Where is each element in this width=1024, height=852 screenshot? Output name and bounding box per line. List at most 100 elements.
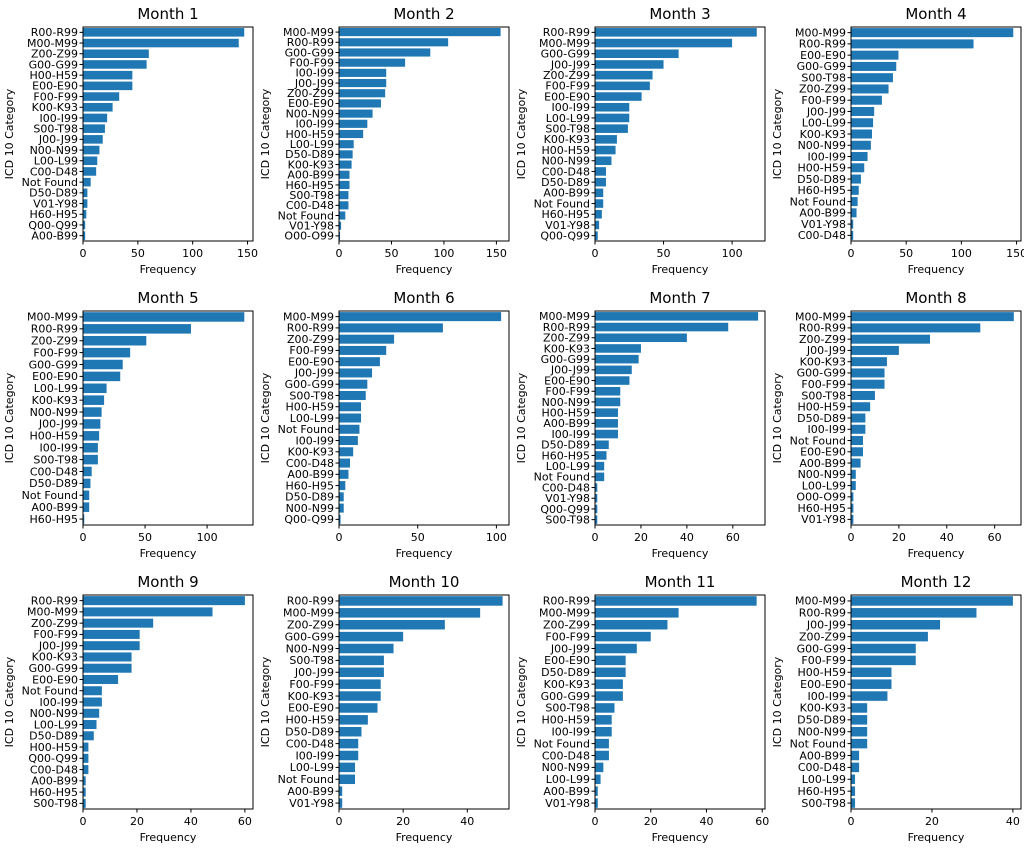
bar	[851, 50, 899, 60]
bar	[595, 726, 612, 737]
bar	[595, 608, 679, 618]
y-tick-label: Not Found	[534, 471, 590, 484]
plot-frame	[594, 310, 766, 526]
y-tick-label: G00-G99	[797, 367, 846, 380]
y-tick-label: R00-R99	[799, 607, 846, 620]
bar	[851, 424, 866, 434]
bar	[851, 230, 854, 240]
bar	[83, 188, 88, 198]
y-tick-label: F00-F99	[289, 678, 334, 691]
y-tick-label: D50-D89	[797, 173, 846, 186]
bar	[83, 466, 92, 477]
bar	[851, 492, 854, 502]
bar	[83, 431, 100, 441]
bar	[851, 95, 882, 105]
y-tick-label: A00-B99	[31, 501, 78, 514]
bar	[595, 691, 623, 701]
bar	[83, 199, 88, 208]
y-tick-label: N00-N99	[542, 396, 590, 409]
bar	[83, 618, 154, 628]
y-tick-label: A00-B99	[799, 457, 846, 470]
y-tick-label: D50-D89	[541, 666, 590, 679]
y-tick-label: G00-G99	[29, 662, 78, 675]
bar	[83, 177, 91, 187]
y-tick-label: F00-F99	[289, 56, 334, 69]
bar	[83, 81, 133, 91]
x-axis-label: Frequency	[652, 831, 709, 844]
bar	[83, 145, 100, 155]
bar	[339, 514, 341, 524]
y-tick-label: A00-B99	[543, 187, 590, 200]
y-tick-label: N00-N99	[30, 406, 78, 419]
bar	[339, 619, 445, 630]
bar	[83, 798, 86, 808]
y-tick-label: Not Found	[790, 737, 846, 750]
y-axis-label: ICD 10 Category	[515, 88, 528, 179]
bar	[339, 357, 380, 367]
y-tick-label: O00-O99	[796, 491, 846, 504]
y-tick-label: Z00-Z99	[287, 87, 334, 100]
y-tick-label: V01-Y98	[801, 218, 846, 231]
plot-frame	[850, 310, 1022, 526]
y-tick-label: Not Found	[22, 685, 78, 698]
y-tick-label: H60-H95	[29, 786, 78, 799]
bar	[339, 402, 362, 412]
bar	[339, 492, 344, 502]
bar	[339, 703, 378, 713]
y-axis-label: ICD 10 Category	[771, 88, 784, 179]
bar	[595, 408, 618, 417]
y-tick-label: E00-E90	[544, 654, 590, 667]
x-tick-label: 100	[197, 531, 218, 544]
bar	[83, 731, 94, 741]
bar	[339, 655, 384, 666]
y-tick-label: D50-D89	[29, 477, 78, 490]
bar	[595, 655, 626, 666]
y-tick-label: L00-L99	[34, 155, 78, 168]
y-tick-label: C00-D48	[286, 199, 334, 212]
bar	[595, 679, 623, 689]
x-tick-label: 40	[1006, 815, 1020, 828]
bar	[851, 129, 872, 139]
chart-title: Month 1	[137, 5, 198, 23]
y-tick-label: V01-Y98	[545, 219, 590, 232]
y-tick-label: Not Found	[278, 209, 334, 222]
y-tick-label: Z00-Z99	[287, 619, 334, 632]
y-tick-label: N00-N99	[286, 107, 334, 120]
bar	[339, 150, 353, 159]
y-tick-label: I00-I99	[40, 112, 78, 125]
bar	[595, 81, 650, 91]
y-tick-label: S00-T98	[289, 654, 334, 667]
y-axis-label: ICD 10 Category	[3, 372, 16, 463]
bar	[851, 667, 892, 678]
y-tick-label: L00-L99	[802, 773, 846, 786]
bar	[339, 436, 358, 446]
y-tick-label: H00-H59	[29, 430, 78, 443]
y-tick-label: M00-M99	[27, 606, 78, 619]
bar	[339, 762, 356, 773]
bar	[83, 753, 89, 763]
y-tick-label: L00-L99	[34, 718, 78, 731]
bar	[851, 174, 861, 184]
bar	[595, 786, 598, 796]
bar	[83, 92, 120, 101]
bar	[83, 596, 245, 606]
y-tick-label: E00-E90	[800, 446, 846, 459]
bar	[595, 124, 628, 133]
x-tick-label: 50	[131, 247, 145, 260]
x-axis-label: Frequency	[652, 547, 709, 560]
x-axis-label: Frequency	[652, 263, 709, 276]
x-axis-label: Frequency	[908, 547, 965, 560]
y-axis-label: ICD 10 Category	[259, 656, 272, 747]
y-tick-label: H00-H59	[797, 401, 846, 414]
y-tick-label: R00-R99	[31, 594, 78, 607]
y-tick-label: C00-D48	[542, 481, 590, 494]
y-tick-label: Q00-Q99	[28, 752, 78, 765]
y-tick-label: D50-D89	[285, 491, 334, 504]
x-tick-label: 150	[486, 247, 507, 260]
y-tick-label: C00-D48	[30, 465, 78, 478]
y-tick-label: E00-E90	[32, 80, 78, 93]
bar	[595, 322, 729, 332]
y-tick-label: Not Found	[534, 737, 590, 750]
y-tick-label: H00-H59	[797, 162, 846, 175]
bar	[339, 458, 351, 468]
